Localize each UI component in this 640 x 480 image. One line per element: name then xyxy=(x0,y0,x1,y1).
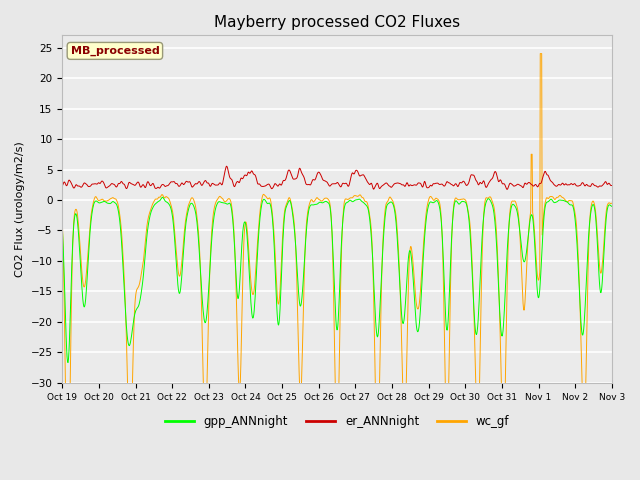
wc_gf xyxy=(145,215,152,221)
Text: MB_processed: MB_processed xyxy=(70,46,159,56)
gpp_ANNnight xyxy=(64,360,72,365)
wc_gf xyxy=(608,200,616,206)
gpp_ANNnight xyxy=(159,194,166,200)
Line: wc_gf: wc_gf xyxy=(62,54,612,480)
Y-axis label: CO2 Flux (urology/m2/s): CO2 Flux (urology/m2/s) xyxy=(15,141,25,277)
wc_gf xyxy=(488,196,495,202)
er_ANNnight xyxy=(488,176,495,182)
wc_gf xyxy=(546,194,554,200)
Line: er_ANNnight: er_ANNnight xyxy=(62,166,612,189)
er_ANNnight xyxy=(118,180,126,186)
wc_gf xyxy=(58,218,66,224)
er_ANNnight xyxy=(546,177,554,182)
Line: gpp_ANNnight: gpp_ANNnight xyxy=(62,197,612,362)
er_ANNnight xyxy=(504,186,511,192)
wc_gf xyxy=(545,194,553,200)
er_ANNnight xyxy=(545,175,553,181)
er_ANNnight xyxy=(393,180,401,186)
gpp_ANNnight xyxy=(608,204,616,209)
gpp_ANNnight xyxy=(546,197,554,203)
gpp_ANNnight xyxy=(545,198,553,204)
er_ANNnight xyxy=(608,182,616,188)
gpp_ANNnight xyxy=(488,202,496,207)
Legend: gpp_ANNnight, er_ANNnight, wc_gf: gpp_ANNnight, er_ANNnight, wc_gf xyxy=(160,410,514,432)
gpp_ANNnight xyxy=(58,224,66,230)
gpp_ANNnight xyxy=(119,263,127,268)
er_ANNnight xyxy=(223,163,230,169)
er_ANNnight xyxy=(144,179,152,185)
gpp_ANNnight xyxy=(145,223,152,228)
wc_gf xyxy=(393,224,401,230)
wc_gf xyxy=(536,51,544,57)
er_ANNnight xyxy=(58,183,66,189)
wc_gf xyxy=(119,251,127,256)
gpp_ANNnight xyxy=(394,240,401,245)
Title: Mayberry processed CO2 Fluxes: Mayberry processed CO2 Fluxes xyxy=(214,15,460,30)
